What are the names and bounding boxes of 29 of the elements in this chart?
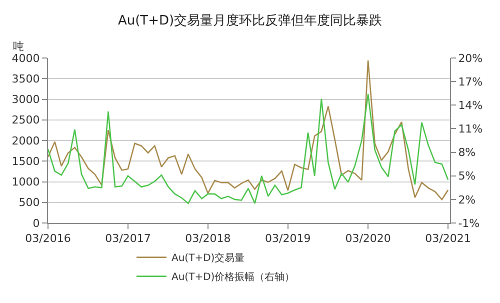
y-tick-label: 4000 <box>12 52 40 65</box>
y-tick-label: 500 <box>18 196 40 210</box>
x-tick-label: 03/2018 <box>185 232 231 246</box>
line-series <box>48 60 449 200</box>
x-tick-label: 03/2019 <box>265 232 311 246</box>
line-series <box>48 93 449 204</box>
x-tick-label: 03/2017 <box>105 232 151 246</box>
y2-tick-label: 17% <box>458 75 483 88</box>
y-tick-label: 3500 <box>12 72 40 86</box>
x-tick-label: 03/2016 <box>25 232 71 246</box>
y2-tick-label: 5% <box>458 170 476 183</box>
y-tick-label: 1000 <box>12 176 40 189</box>
y-tick-label: 3000 <box>12 93 40 106</box>
y-tick-label: 1500 <box>12 154 40 168</box>
y2-tick-label: 11% <box>458 122 483 136</box>
x-tick-label: 03/2020 <box>345 232 391 246</box>
y2-tick-label: -1% <box>458 216 480 230</box>
legend-label: Au(T+D)交易量 <box>172 252 245 264</box>
y2-tick-label: 8% <box>458 146 476 160</box>
y2-tick-label: 14% <box>458 98 483 112</box>
chart-title: Au(T+D)交易量月度环比反弹但年度同比暴跌 <box>118 12 382 28</box>
y-tick-label: 0 <box>32 216 40 230</box>
x-tick-label: 03/2021 <box>425 232 471 246</box>
legend-label: Au(T+D)价格振幅（右轴） <box>172 271 295 284</box>
y2-tick-label: 20% <box>458 52 483 65</box>
y-tick-label: 2000 <box>12 134 40 148</box>
y-axis-title: 吨 <box>13 40 24 53</box>
y2-tick-label: 2% <box>458 193 476 206</box>
y-tick-label: 2500 <box>12 114 40 127</box>
